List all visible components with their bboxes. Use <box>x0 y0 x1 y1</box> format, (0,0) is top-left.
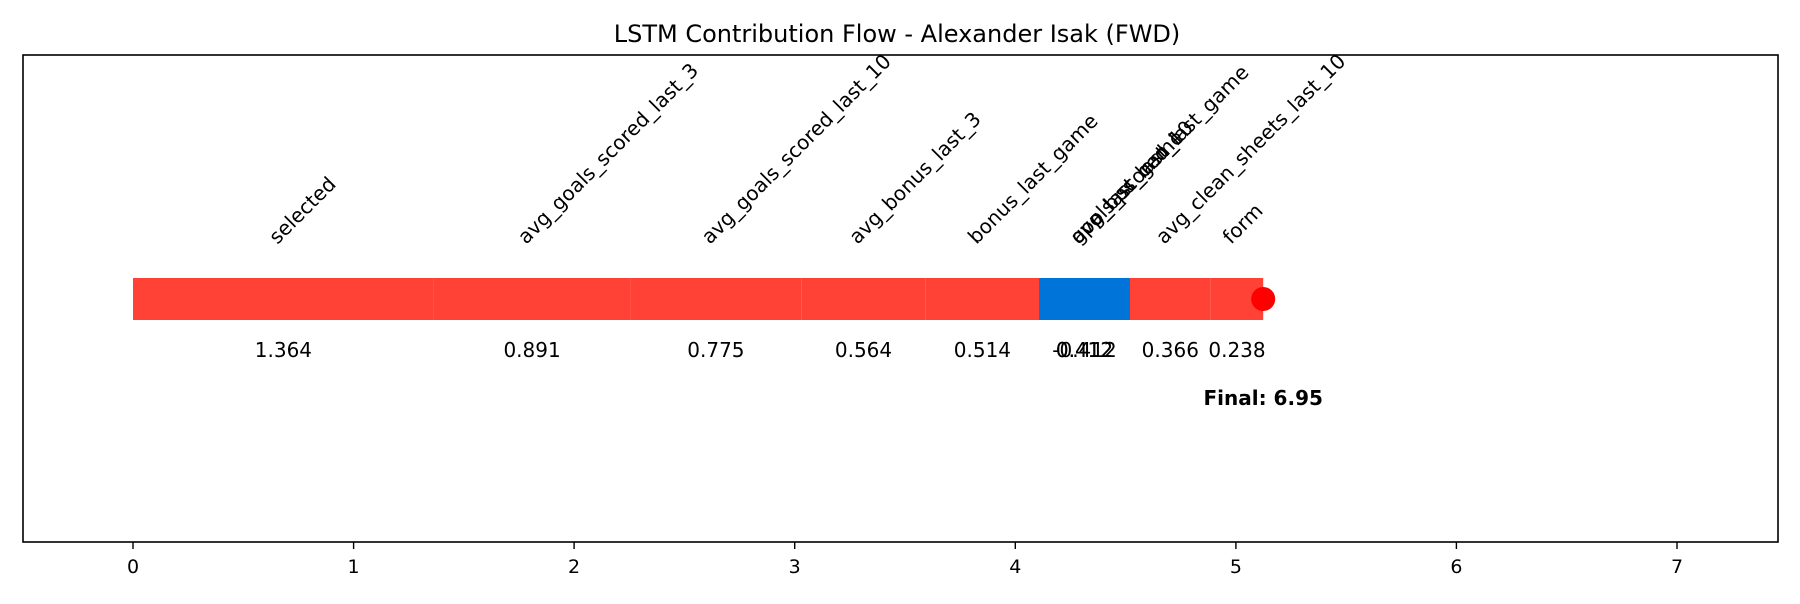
endpoint-marker <box>1251 287 1276 311</box>
x-tick-label: 5 <box>1230 556 1242 578</box>
bar-segment <box>630 278 802 320</box>
value-label: 0.366 <box>1142 338 1199 362</box>
value-label: -0.412 <box>1052 338 1116 362</box>
bar-segments <box>133 278 1264 320</box>
value-label: 0.891 <box>503 338 560 362</box>
x-tick-label: 6 <box>1450 556 1462 578</box>
value-label: 0.412 <box>1056 338 1113 362</box>
value-labels: 1.364 0.891 0.775 0.564 0.514 0.412-0.4120.41… <box>255 338 1266 362</box>
bar-segment <box>433 278 631 320</box>
x-tick-label: 3 <box>789 556 801 578</box>
bar-segment <box>1039 278 1130 320</box>
x-tick-label: 1 <box>348 556 360 578</box>
bar-segment <box>925 278 1040 320</box>
bar-segment <box>133 278 434 320</box>
value-label: 0.564 <box>835 338 892 362</box>
bar-segment <box>801 278 926 320</box>
x-tick-label: 0 <box>127 556 139 578</box>
plot-frame <box>22 54 1779 543</box>
value-label: 0.238 <box>1208 338 1265 362</box>
bar-segment <box>1130 278 1211 320</box>
x-tick-label: 7 <box>1671 556 1683 578</box>
value-label: 0.412 <box>1056 338 1113 362</box>
x-tick-label: 4 <box>1009 556 1021 578</box>
value-label: 1.364 <box>255 338 312 362</box>
x-tick-label: 2 <box>568 556 580 578</box>
value-label: 0.514 <box>954 338 1011 362</box>
chart-title: LSTM Contribution Flow - Alexander Isak … <box>614 20 1181 48</box>
value-label: 0.775 <box>687 338 744 362</box>
final-value-label: Final: 6.95 <box>1203 386 1322 410</box>
x-axis-ticks: 0 1 2 3 4 5 6 7 <box>127 542 1683 578</box>
